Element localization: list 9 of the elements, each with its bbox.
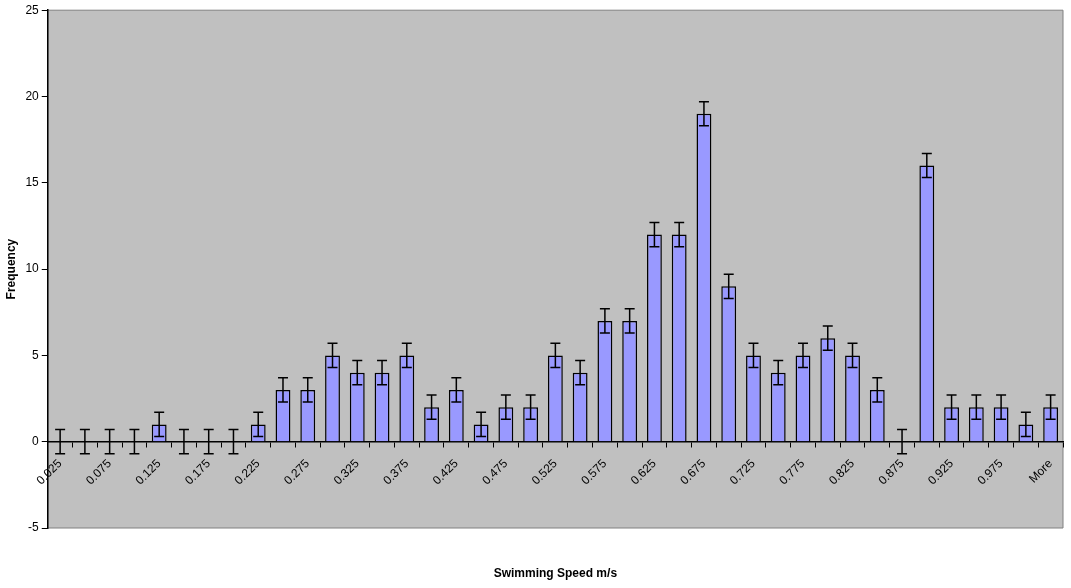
x-axis-title: Swimming Speed m/s	[493, 566, 618, 581]
y-tick-label: 5	[32, 347, 40, 362]
y-tick-label: 15	[25, 175, 40, 190]
y-tick-label: 10	[25, 261, 40, 276]
y-tick-label: 20	[25, 88, 40, 103]
y-axis-title: Frequency	[3, 238, 18, 300]
y-tick-label: -5	[28, 520, 40, 535]
y-tick-label: 0	[32, 434, 40, 449]
y-tick-label: 25	[25, 2, 40, 17]
